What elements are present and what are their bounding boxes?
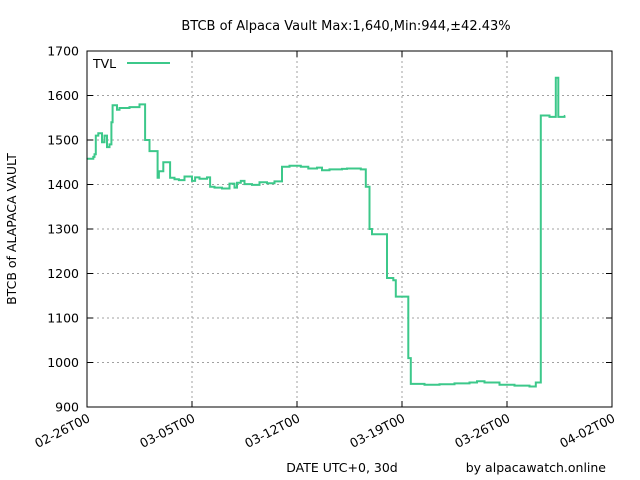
chart-title: BTCB of Alpaca Vault Max:1,640,Min:944,±… [181,19,510,34]
data-point [178,179,180,181]
data-point [555,77,557,79]
data-point [206,176,208,178]
data-point [346,167,348,170]
x-tick-label: 03-05T00 [137,410,197,451]
data-point [438,383,441,385]
data-point [288,165,291,167]
data-point [101,141,103,143]
data-point [108,143,111,145]
data-point [258,181,261,183]
y-tick-label: 900 [55,400,79,415]
data-point [300,166,302,168]
series-layer [86,76,566,388]
data-point [148,150,151,152]
data-point [468,381,471,384]
data-point [116,109,118,111]
data-point [138,103,141,105]
x-tick-label: 03-19T00 [347,410,407,451]
data-point [93,153,96,155]
data-point [173,178,176,180]
legend-label: TVL [92,56,116,71]
y-tick-label: 1700 [47,44,79,59]
x-tick-label: 03-12T00 [242,410,302,451]
data-point [221,187,223,190]
y-tick-label: 1000 [47,355,79,370]
data-point [365,186,367,188]
data-point [341,168,343,170]
data-point [95,135,97,137]
y-axis-label: BTCB of ALAPACA VAULT [4,153,19,305]
data-point [368,228,371,230]
data-point [251,184,253,186]
data-point [528,385,531,388]
data-point [563,114,566,117]
data-point [307,167,309,170]
data-point [144,139,146,141]
data-point [371,233,373,235]
data-point [316,167,318,169]
data-point [169,177,171,179]
data-point [128,106,131,108]
y-tick-label: 1300 [47,222,79,237]
y-axis: 900 1000 1100 1200 1300 1400 1500 1600 1700 [47,44,612,415]
data-point [194,176,196,178]
data-point [191,180,193,182]
y-tick-label: 1500 [47,133,79,148]
series-line-tvl [87,76,566,388]
data-point [281,166,283,168]
data-point [158,170,160,172]
data-point [103,135,106,137]
data-point [321,169,323,171]
data-point [112,104,114,106]
data-point [183,175,186,178]
grid [87,51,612,407]
data-point [106,146,108,148]
credit-text: by alpacawatch.online [466,460,607,475]
data-point [209,186,211,188]
data-point [386,277,388,279]
data-point [483,381,486,384]
data-point [540,114,542,117]
data-point [236,182,238,184]
y-tick-label: 1400 [47,177,79,192]
data-point [328,168,331,170]
data-point [92,156,94,158]
legend: TVL [92,56,170,71]
data-point [243,183,246,185]
data-point [535,381,537,384]
data-point [118,107,121,109]
data-point [213,187,216,189]
data-point [198,178,201,180]
y-tick-label: 1100 [47,311,79,326]
data-point [395,296,397,298]
x-axis: 02-26T00 03-05T00 03-12T00 03-19T00 03-26T00… [32,51,617,451]
data-point [453,382,456,384]
data-point [407,357,409,359]
data-point [410,383,412,385]
x-tick-label: 02-26T00 [32,410,92,451]
x-tick-label: 03-26T00 [452,410,512,451]
data-point [162,161,164,163]
data-point [423,384,426,386]
y-tick-label: 1200 [47,266,79,281]
data-point [97,132,99,134]
data-point [273,180,276,182]
data-point [476,380,478,382]
data-point [110,121,112,123]
data-point [548,116,551,118]
data-point [240,180,242,182]
data-point [360,168,362,170]
data-point [233,187,236,189]
x-tick-label: 04-02T00 [557,410,617,451]
y-tick-label: 1600 [47,88,79,103]
x-axis-label: DATE UTC+0, 30d [286,460,398,475]
data-point [228,183,231,185]
data-point [513,385,516,387]
data-point [157,177,159,179]
data-point [498,384,501,386]
data-point [557,116,559,118]
data-point [266,182,268,184]
data-point [392,279,394,281]
